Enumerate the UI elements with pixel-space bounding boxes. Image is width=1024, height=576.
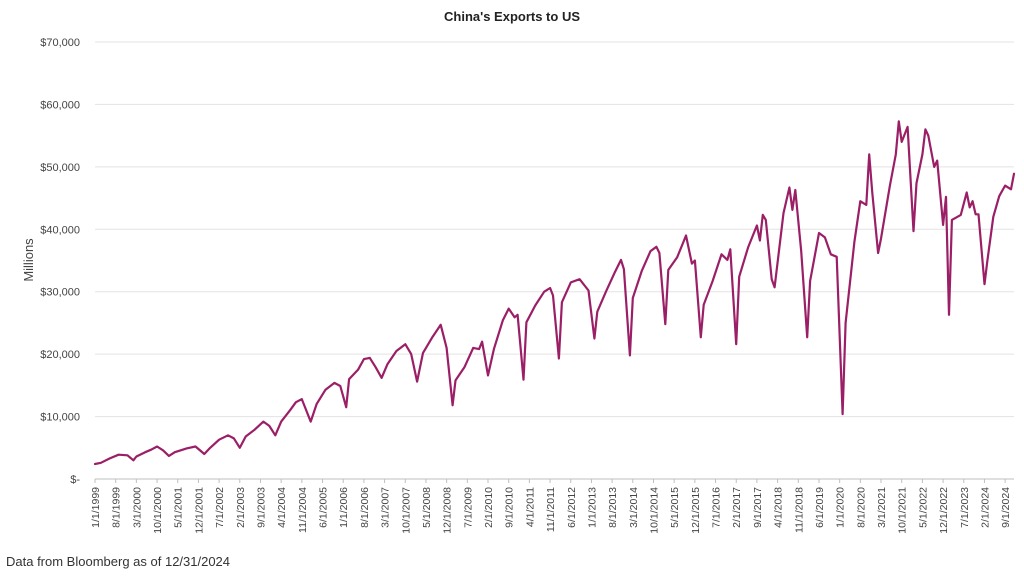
x-tick-label: 3/1/2014	[628, 487, 640, 528]
x-tick-label: 9/1/2010	[504, 487, 516, 528]
x-tick-label: 12/1/2008	[442, 487, 454, 534]
x-tick-label: 5/1/2022	[917, 487, 929, 528]
x-tick-label: 2/1/2024	[979, 487, 991, 528]
x-tick-label: 8/1/2006	[359, 487, 371, 528]
x-tick-label: 1/1/2020	[835, 487, 847, 528]
x-tick-label: 11/1/2011	[545, 487, 557, 532]
x-tick-label: 3/1/2000	[131, 487, 143, 528]
x-tick-label: 6/1/2005	[318, 487, 330, 528]
x-tick-label: 7/1/2023	[959, 487, 971, 528]
x-tick-label: 6/1/2012	[566, 487, 578, 528]
x-tick-label: 11/1/2018	[793, 487, 805, 533]
series-line	[93, 120, 1016, 466]
y-axis-ticks: $- $10,000 $20,000 $30,000 $40,000 $50,000 $60…	[40, 37, 80, 486]
y-tick-label: $60,000	[40, 99, 80, 111]
x-tick-label: 12/1/2022	[938, 487, 950, 534]
x-tick-label: 8/1/2013	[607, 487, 619, 528]
x-tick-label: 2/1/2003	[235, 487, 247, 528]
x-tick-label: 1/1/2006	[338, 487, 350, 528]
x-tick-label: 10/1/2000	[152, 487, 164, 534]
y-tick-label: $50,000	[40, 162, 80, 174]
gridlines	[95, 41, 1014, 480]
x-tick-label: 1/1/1999	[90, 487, 102, 528]
x-tick-label: 9/1/2003	[255, 487, 267, 528]
x-tick-label: 4/1/2011	[524, 487, 536, 527]
x-axis-ticks: 1/1/1999 8/1/1999 3/1/2000 10/1/2000 5/1/200…	[90, 479, 1012, 534]
x-tick-label: 3/1/2021	[876, 487, 888, 528]
x-tick-label: 5/1/2001	[173, 487, 185, 528]
x-tick-label: 3/1/2007	[380, 487, 392, 528]
y-tick-label: $30,000	[40, 287, 80, 299]
x-tick-label: 8/1/1999	[111, 487, 123, 528]
x-tick-label: 6/1/2019	[814, 487, 826, 528]
x-tick-label: 8/1/2020	[855, 487, 867, 528]
y-tick-label: $40,000	[40, 224, 80, 236]
x-tick-label: 5/1/2015	[669, 487, 681, 528]
x-tick-label: 2/1/2010	[483, 487, 495, 528]
source-note: Data from Bloomberg as of 12/31/2024	[6, 554, 231, 569]
x-tick-label: 9/1/2024	[1000, 487, 1012, 528]
x-tick-label: 10/1/2021	[897, 487, 909, 534]
x-tick-label: 9/1/2017	[752, 487, 764, 528]
chart-title: China's Exports to US	[444, 9, 580, 24]
y-tick-label: $-	[70, 474, 80, 486]
y-axis-label: Millions	[21, 238, 36, 282]
x-tick-label: 5/1/2008	[421, 487, 433, 528]
x-tick-label: 2/1/2017	[731, 487, 743, 528]
x-tick-label: 12/1/2015	[690, 487, 702, 534]
x-tick-label: 4/1/2004	[276, 487, 288, 528]
x-tick-label: 7/1/2009	[462, 487, 474, 528]
x-tick-label: 7/1/2016	[711, 487, 723, 528]
x-tick-label: 10/1/2007	[400, 487, 412, 534]
x-tick-label: 4/1/2018	[773, 487, 785, 528]
x-tick-label: 12/1/2001	[193, 487, 205, 534]
x-tick-label: 7/1/2002	[214, 487, 226, 528]
x-tick-label: 10/1/2014	[648, 487, 660, 534]
x-tick-label: 11/1/2004	[297, 487, 309, 533]
y-tick-label: $10,000	[40, 412, 80, 424]
y-tick-label: $20,000	[40, 349, 80, 361]
y-tick-label: $70,000	[40, 37, 80, 49]
x-tick-label: 1/1/2013	[586, 487, 598, 528]
